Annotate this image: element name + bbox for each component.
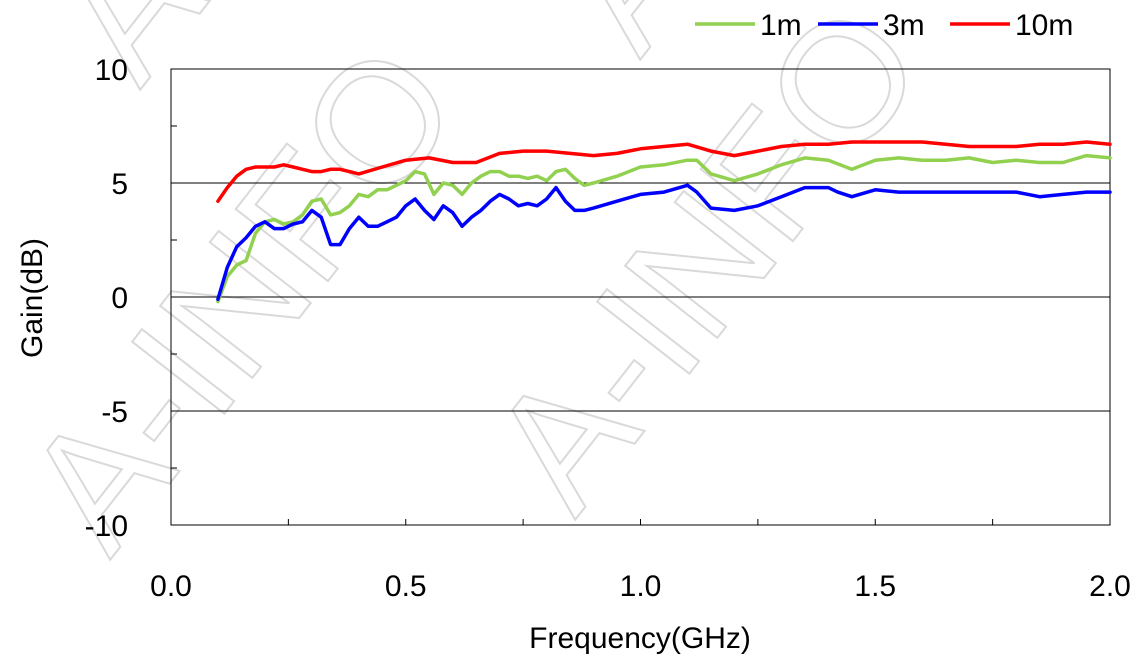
x-tick-label: 2.0 xyxy=(1089,570,1131,603)
watermark-text: A-INFO xyxy=(454,0,958,543)
x-tick-label: 1.0 xyxy=(620,570,662,603)
legend-label-10m: 10m xyxy=(1015,9,1073,42)
x-axis-title: Frequency(GHz) xyxy=(529,622,751,655)
axes-layer: 10 5 0 -5 -10 0.0 0.5 1.0 1.5 2.0 xyxy=(85,54,1131,603)
series-line-1m xyxy=(216,153,1112,304)
y-tick-label: 5 xyxy=(111,168,128,201)
legend-layer: 1m 3m 10m xyxy=(695,9,1073,42)
y-tick-label: -5 xyxy=(101,396,128,429)
y-tick-label: -10 xyxy=(85,510,128,543)
series-line-3m xyxy=(216,183,1112,302)
legend-label-1m: 1m xyxy=(760,9,802,42)
y-axis-title: Gain(dB) xyxy=(16,238,49,358)
series-line-10m xyxy=(216,140,1112,203)
series-layer xyxy=(216,140,1112,304)
x-tick-label: 0.0 xyxy=(150,570,192,603)
y-tick-label: 0 xyxy=(111,282,128,315)
grid-layer xyxy=(171,182,1110,412)
legend-label-3m: 3m xyxy=(883,9,925,42)
x-tick-label: 0.5 xyxy=(385,570,427,603)
y-tick-label: 10 xyxy=(95,54,128,87)
x-tick-label: 1.5 xyxy=(854,570,896,603)
